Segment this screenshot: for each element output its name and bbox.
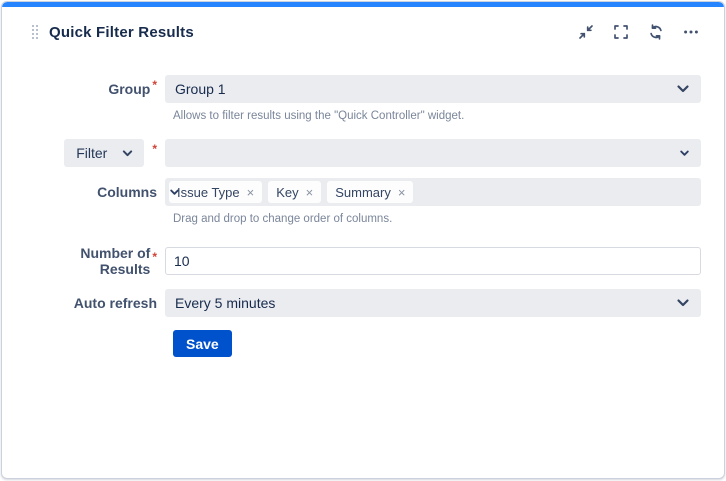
required-asterisk: * [152,250,157,264]
columns-row: Columns Issue Type × Key × Summary × [26,178,701,206]
columns-label: Columns [97,184,157,200]
filter-row: Filter * [26,139,701,167]
column-tag-label: Issue Type [177,184,240,200]
group-select[interactable]: Group 1 [165,75,701,103]
remove-tag-icon[interactable]: × [397,184,406,200]
drag-handle-icon[interactable] [32,24,39,40]
group-select-value: Group 1 [175,81,226,97]
group-help-text: Allows to filter results using the "Quic… [173,110,465,122]
required-asterisk: * [152,78,157,92]
column-tag[interactable]: Key × [268,181,322,203]
chevron-down-icon [123,149,133,156]
column-tag[interactable]: Summary × [327,181,414,203]
auto-refresh-select[interactable]: Every 5 minutes [165,289,701,317]
collapse-icon[interactable] [577,23,595,41]
group-label: Group * [108,78,157,97]
filter-select[interactable] [165,139,701,167]
column-tag-label: Key [276,184,299,200]
widget-accent-bar [2,2,724,7]
column-tag-label: Summary [335,184,391,200]
widget-settings-form: Group * Group 1 Allows to filter results … [2,57,724,357]
chevron-down-icon [675,295,691,311]
refresh-icon[interactable] [647,23,665,41]
auto-refresh-label: Auto refresh [73,295,157,311]
number-of-results-input[interactable] [165,247,701,275]
column-tag[interactable]: Issue Type × [169,181,263,203]
remove-tag-icon[interactable]: × [246,184,255,200]
group-row: Group * Group 1 [26,75,701,103]
auto-refresh-select-value: Every 5 minutes [175,295,276,311]
columns-select[interactable]: Issue Type × Key × Summary × [165,178,701,206]
required-asterisk: * [152,142,157,156]
chevron-down-icon [679,148,690,159]
auto-refresh-row: Auto refresh Every 5 minutes [26,289,701,317]
save-button[interactable]: Save [173,330,232,357]
save-row: Save [173,330,701,357]
filter-label-dropdown[interactable]: Filter [64,139,145,167]
number-of-results-row: Number of Results * [26,245,701,277]
filter-label-cell: Filter * [26,139,165,167]
widget-title: Quick Filter Results [49,23,194,41]
remove-tag-icon[interactable]: × [305,184,314,200]
chevron-down-icon [169,187,180,198]
fullscreen-icon[interactable] [612,23,630,41]
widget-header: Quick Filter Results [2,7,724,57]
chevron-down-icon [675,81,691,97]
columns-help-text: Drag and drop to change order of columns… [173,213,393,225]
widget-toolbar [577,23,700,41]
filter-label: Filter [76,145,108,161]
more-ellipsis-icon[interactable] [682,23,700,41]
number-of-results-label: Number of Results * [80,245,157,277]
